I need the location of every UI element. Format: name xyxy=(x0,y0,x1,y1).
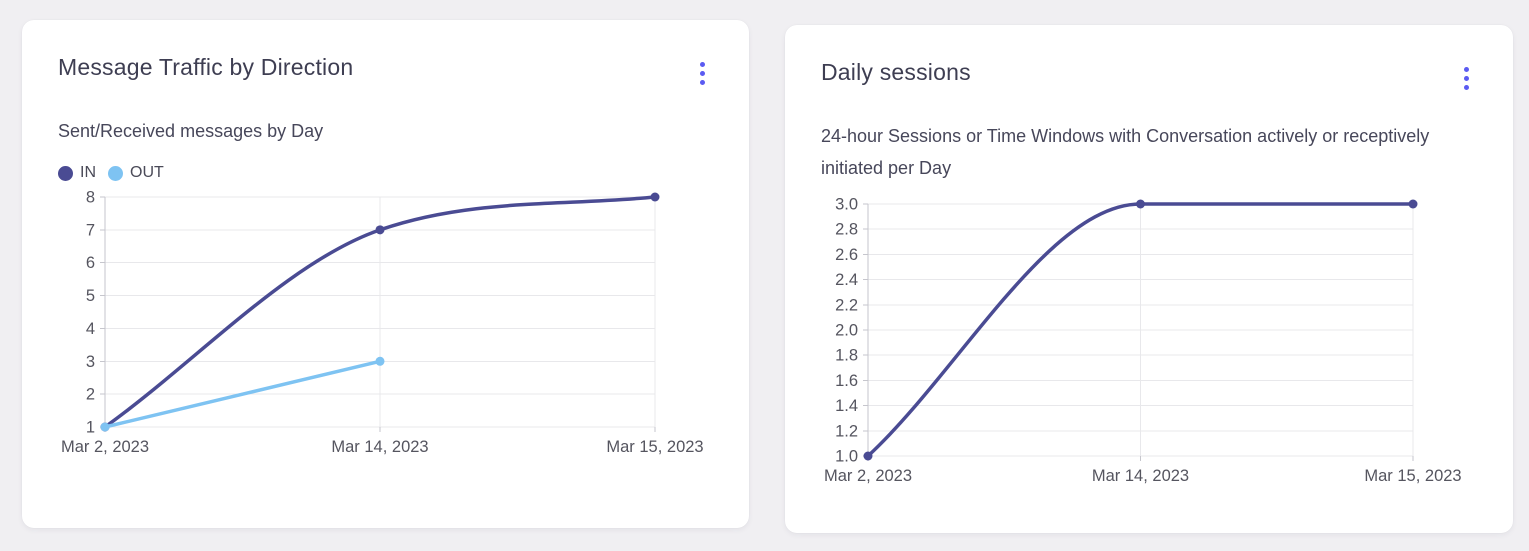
kebab-dot xyxy=(1464,67,1469,72)
y-tick-label: 1.4 xyxy=(835,397,858,415)
y-tick-label: 3 xyxy=(86,353,95,371)
kebab-menu-icon[interactable] xyxy=(1456,61,1477,96)
card-subtitle: 24-hour Sessions or Time Windows with Co… xyxy=(821,126,1430,178)
legend-dot xyxy=(108,165,123,181)
y-tick-label: 2.0 xyxy=(835,322,858,340)
kebab-dot xyxy=(700,71,705,76)
chart-legend: IN OUT xyxy=(58,161,713,185)
y-tick-label: 1.6 xyxy=(835,372,858,390)
y-tick-label: 4 xyxy=(86,320,95,338)
series-line-out xyxy=(103,359,382,429)
kebab-dot xyxy=(700,80,705,85)
x-tick-label: Mar 14, 2023 xyxy=(331,438,428,456)
kebab-menu-icon[interactable] xyxy=(692,56,713,91)
data-point-in[interactable] xyxy=(375,225,385,235)
x-tick-label: Mar 2, 2023 xyxy=(824,467,912,485)
card-header: Daily sessions xyxy=(821,59,1477,96)
legend-dot xyxy=(58,165,73,181)
message-traffic-card: Message Traffic by Direction Sent/Receiv… xyxy=(22,20,749,528)
y-tick-label: 2.8 xyxy=(835,221,858,239)
data-point-series-0[interactable] xyxy=(863,451,873,461)
legend-label: OUT xyxy=(130,164,164,181)
card-header: Message Traffic by Direction xyxy=(58,54,713,91)
x-tick-label: Mar 15, 2023 xyxy=(1364,467,1461,485)
legend-item-out[interactable]: OUT xyxy=(108,164,164,182)
y-tick-label: 2.2 xyxy=(835,296,858,314)
y-tick-label: 5 xyxy=(86,287,95,305)
chart-grid xyxy=(868,203,1414,457)
legend-item-in[interactable]: IN xyxy=(58,164,96,182)
data-point-series-0[interactable] xyxy=(1408,199,1418,209)
data-point-in[interactable] xyxy=(650,192,660,202)
legend-label: IN xyxy=(80,164,96,181)
kebab-dot xyxy=(1464,76,1469,81)
chart-axis xyxy=(100,196,656,432)
y-tick-label: 2.4 xyxy=(835,271,858,289)
y-tick-label: 2 xyxy=(86,386,95,404)
y-tick-label: 1.2 xyxy=(835,422,858,440)
data-point-out[interactable] xyxy=(100,422,110,432)
data-point-out[interactable] xyxy=(375,356,385,366)
series-line-series-0 xyxy=(866,202,1415,458)
y-tick-label: 8 xyxy=(86,189,95,207)
y-tick-label: 1.0 xyxy=(835,448,858,466)
y-tick-label: 7 xyxy=(86,221,95,239)
chart-axis xyxy=(863,203,1414,461)
kebab-dot xyxy=(700,62,705,67)
x-tick-label: Mar 15, 2023 xyxy=(606,438,703,456)
kebab-dot xyxy=(1464,85,1469,90)
x-tick-label: Mar 2, 2023 xyxy=(61,438,149,456)
card-title: Message Traffic by Direction xyxy=(58,54,354,80)
y-tick-label: 2.6 xyxy=(835,246,858,264)
card-title: Daily sessions xyxy=(821,59,971,85)
data-point-series-0[interactable] xyxy=(1136,199,1145,209)
y-tick-label: 1.8 xyxy=(835,347,858,365)
y-tick-label: 3.0 xyxy=(835,196,858,214)
card-subtitle: Sent/Received messages by Day xyxy=(58,121,324,141)
x-tick-label: Mar 14, 2023 xyxy=(1092,467,1189,485)
daily-sessions-card: Daily sessions 24-hour Sessions or Time … xyxy=(785,25,1513,533)
y-tick-label: 1 xyxy=(86,419,95,437)
y-tick-label: 6 xyxy=(86,254,95,272)
